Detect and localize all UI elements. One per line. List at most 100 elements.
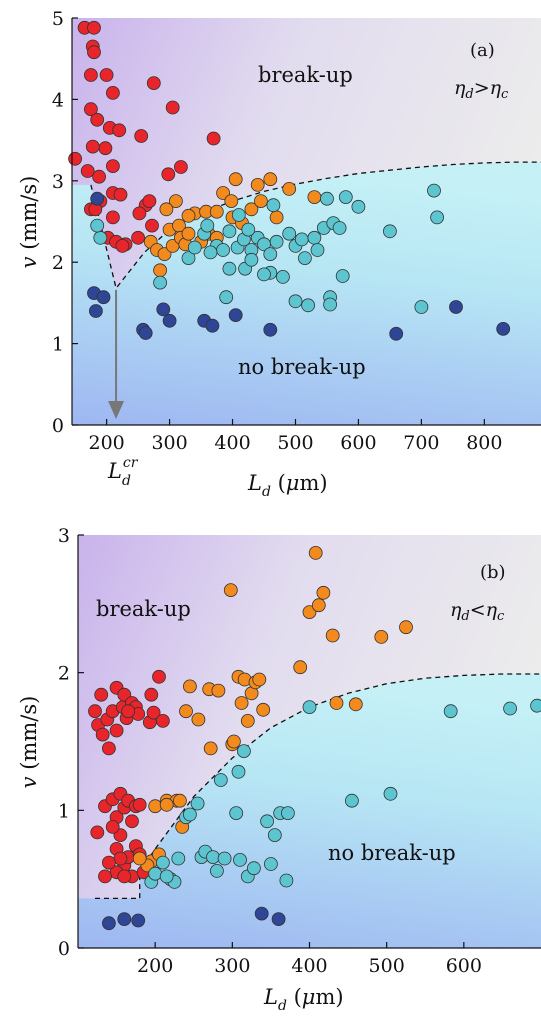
panel-a-point-red	[68, 151, 82, 166]
panel-a-point-cyan	[335, 269, 350, 283]
panel-a-point-red	[92, 169, 106, 184]
panel-b-point-orange	[293, 660, 308, 675]
panel-b-point-orange	[203, 741, 218, 756]
panel-b-point-cyan	[171, 851, 186, 866]
panel-a-point-navy	[138, 326, 153, 340]
panel-a-point-orange	[153, 263, 168, 278]
panel-a-point-navy	[205, 318, 220, 333]
panel-a-point-orange	[244, 202, 259, 217]
panel-a-point-cyan	[153, 275, 168, 290]
panel-a-point-cyan	[231, 208, 246, 222]
panel-a-point-cyan	[269, 234, 284, 249]
panel-a-point-red	[106, 210, 120, 225]
panel-a-critical-label: Ldcr	[107, 455, 139, 489]
panel-b-point-red	[155, 714, 170, 728]
panel-b: 0 1 2 3 200 300 400 500 600 (b) ηd<ηc break-up n…	[17, 525, 541, 1014]
panel-a-point-orange	[157, 247, 172, 262]
panel-b-point-red	[98, 869, 112, 884]
panel-b-point-orange	[148, 799, 163, 814]
panel-a-point-cyan	[430, 210, 445, 225]
panel-b-x-tick-label: 200	[137, 955, 173, 977]
panel-a-point-red	[131, 230, 146, 245]
panel-a-y-tick-label: 3	[52, 171, 64, 193]
panel-b-point-orange	[191, 712, 206, 727]
panel-a-point-cyan	[338, 190, 353, 205]
panel-a-point-cyan	[382, 224, 397, 239]
panel-a-point-red	[112, 123, 127, 138]
panel-b-x-tick-label: 400	[291, 955, 327, 977]
panel-a-point-cyan	[216, 243, 231, 257]
panel-b-point-orange	[240, 714, 255, 728]
panel-a-point-orange	[307, 190, 322, 205]
panel-b-point-red	[144, 687, 159, 702]
panel-a-y-tick-label: 1	[52, 334, 64, 356]
panel-b-y-tick-label: 2	[58, 663, 70, 685]
panel-b-x-tick-label: 600	[446, 955, 482, 977]
panel-b-point-cyan	[246, 861, 261, 876]
panel-a-point-navy	[162, 313, 177, 328]
panel-a-point-navy	[496, 321, 511, 336]
panel-b-point-navy	[117, 912, 132, 926]
panel-b-point-red	[95, 727, 110, 742]
panel-b-point-red	[146, 705, 161, 720]
panel-b-point-cyan	[503, 701, 518, 716]
panel-a-point-cyan	[93, 230, 108, 245]
panel-a-point-cyan	[275, 269, 290, 284]
panel-b-point-orange	[311, 598, 326, 613]
panel-a-point-cyan	[219, 290, 234, 305]
panel-b-point-cyan	[267, 828, 282, 842]
panel-b-points	[88, 546, 541, 931]
panel-a-point-orange	[282, 181, 297, 196]
panel-a-point-navy	[156, 302, 171, 317]
panel-a-point-cyan	[203, 245, 218, 260]
panel-a-point-cyan	[181, 251, 196, 266]
panel-a-point-red	[98, 141, 113, 156]
panel-b-region-label-break-up: break-up	[96, 597, 191, 621]
panel-b-point-orange	[399, 620, 413, 635]
panel-b-point-orange	[374, 630, 389, 644]
panel-a-point-cyan	[241, 222, 256, 237]
panel-a-x-tick-label: 200	[88, 432, 124, 454]
panel-a-point-orange	[228, 172, 243, 187]
panel-b-point-orange	[329, 696, 344, 710]
panel-a-point-cyan	[427, 183, 441, 198]
panel-a-point-red	[80, 164, 95, 178]
panel-b-point-red	[105, 820, 120, 834]
panel-b-point-cyan	[229, 806, 244, 820]
panel-a-point-orange	[269, 210, 284, 225]
panel-a-point-red	[132, 206, 147, 221]
panel-a-point-cyan	[187, 240, 202, 255]
panel-a-region-label-no-break-up: no break-up	[238, 355, 366, 379]
panel-a-ylabel: v (mm/s)	[17, 176, 41, 269]
panel-a-axes: 0 1 2 3 4 5 200 300 400 500 600 700 800	[52, 8, 541, 454]
panel-a-point-red	[106, 86, 120, 100]
panel-b-xlabel: Ld (μm)	[263, 985, 344, 1014]
panel-b-point-red	[152, 669, 166, 684]
panel-a-points	[68, 20, 511, 341]
panel-b-point-orange	[182, 679, 197, 694]
panel-b-point-orange	[223, 583, 238, 597]
panel-a-point-cyan	[351, 199, 366, 214]
panel-a-point-cyan	[282, 226, 297, 241]
panel-a-point-red	[84, 102, 98, 117]
panel-b-point-cyan	[217, 851, 232, 866]
panel-a-point-red	[142, 194, 157, 209]
panel-b-point-cyan	[233, 853, 247, 867]
panel-a-point-cyan	[310, 243, 325, 257]
panel-a-label: (a)	[470, 40, 495, 61]
panel-a-point-cyan	[332, 221, 347, 235]
panel-a-point-red	[87, 20, 101, 35]
panel-a-point-orange	[216, 186, 231, 200]
panel-b-point-red	[125, 814, 139, 829]
panel-a-point-red	[90, 112, 105, 127]
panel-a-point-cyan	[200, 218, 215, 233]
panel-b-point-orange	[325, 628, 340, 643]
panel-b-point-cyan	[231, 764, 246, 779]
panel-a-point-navy	[389, 326, 404, 341]
panel-a-point-cyan	[244, 252, 259, 267]
panel-a-region-label-break-up: break-up	[258, 63, 353, 87]
panel-a-point-orange	[181, 226, 196, 241]
panel-a-x-tick-label: 400	[214, 432, 250, 454]
panel-b-point-red	[132, 797, 147, 812]
panel-a-boundary-line	[90, 161, 541, 290]
